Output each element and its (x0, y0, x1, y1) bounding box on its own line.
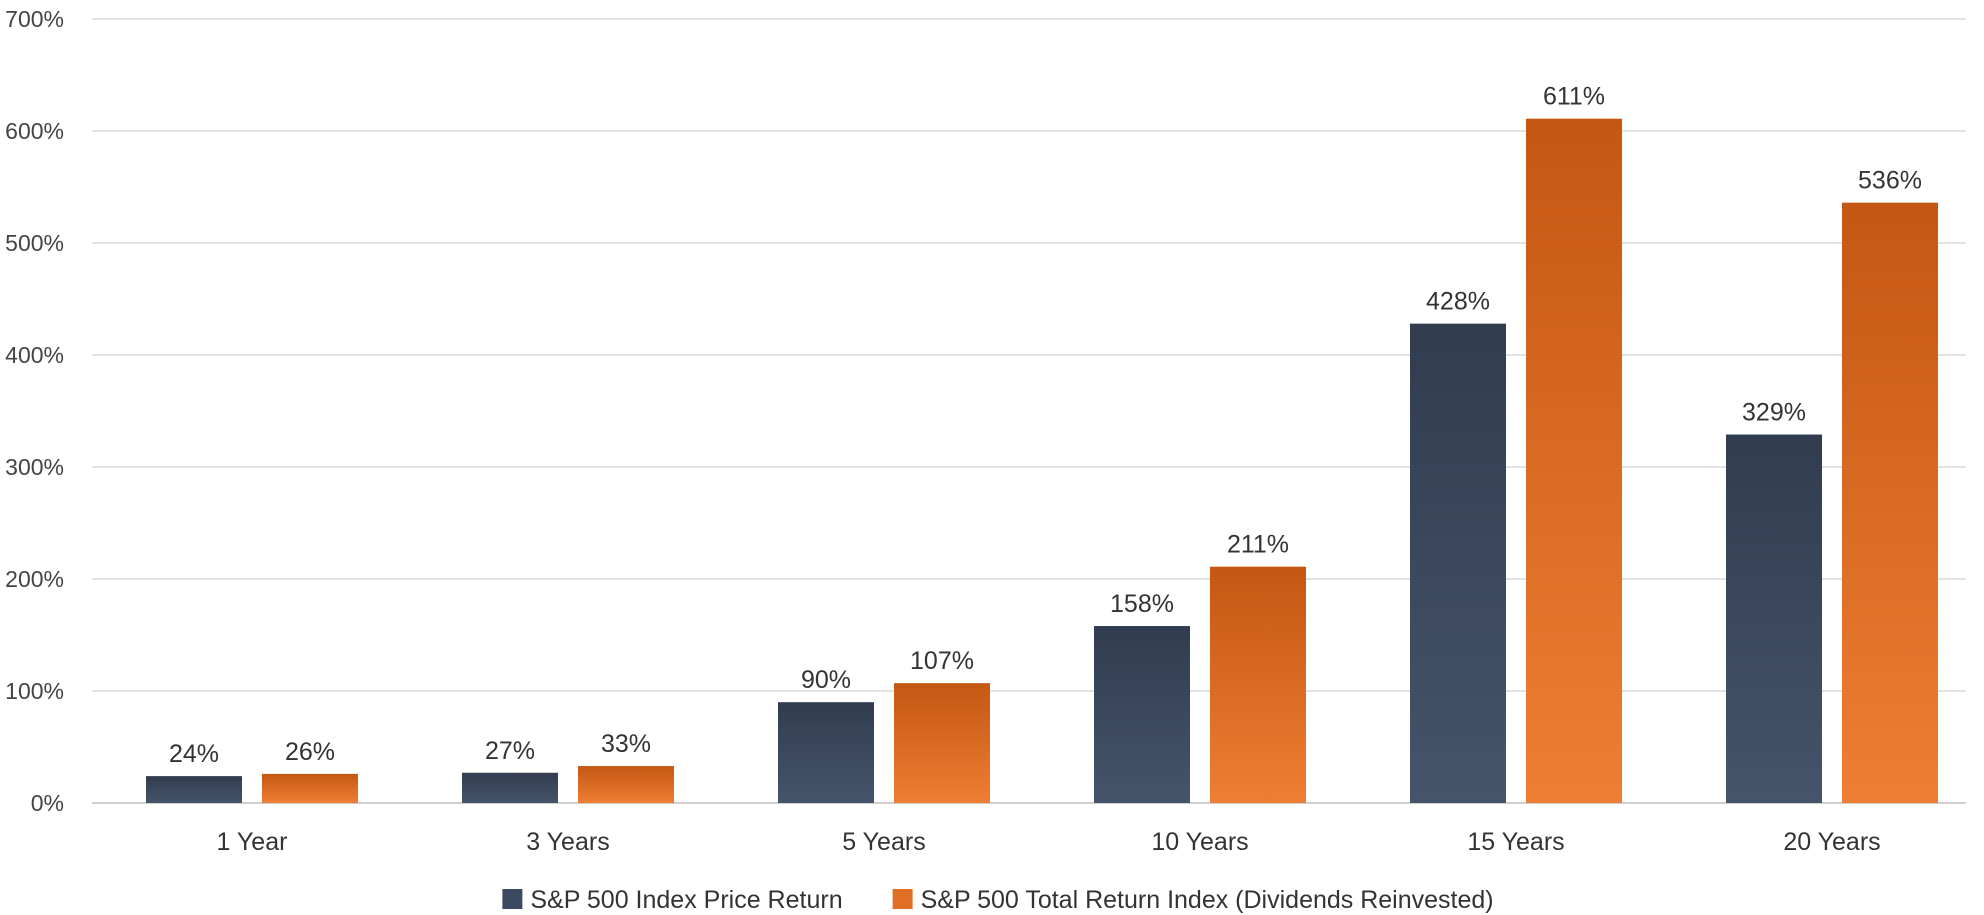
y-tick-label: 100% (5, 678, 64, 704)
bar (778, 702, 874, 803)
x-tick-label: 3 Years (526, 828, 609, 856)
gridlines (92, 18, 1966, 804)
bar (1410, 323, 1506, 803)
y-axis-ticks: 0% 100% 200% 300% 400% 500% 600% 700% (5, 6, 64, 816)
bar (578, 766, 674, 803)
y-tick-label: 600% (5, 118, 64, 144)
legend-label: S&P 500 Total Return Index (Dividends Re… (921, 886, 1494, 914)
legend-swatch (892, 889, 913, 909)
legend-item: S&P 500 Index Price Return (502, 886, 843, 914)
x-tick-label: 1 Year (217, 828, 288, 856)
data-label: 27% (485, 737, 535, 765)
y-tick-label: 300% (5, 454, 64, 480)
bar (1526, 118, 1622, 804)
bar (1210, 566, 1306, 803)
bar (1842, 202, 1938, 803)
y-tick-label: 0% (31, 790, 64, 816)
y-tick-label: 400% (5, 342, 64, 368)
x-tick-label: 10 Years (1151, 828, 1248, 856)
bar (146, 776, 242, 803)
x-axis-ticks: 1 Year 3 Years 5 Years 10 Years 15 Years 20 Y… (217, 828, 1881, 856)
bars (146, 118, 1938, 804)
x-tick-label: 15 Years (1467, 828, 1564, 856)
legend: S&P 500 Index Price Return S&P 500 Total … (502, 886, 1494, 914)
value-labels: 24% 26% 27% 33% 90% 107% 158% 211% 428% 611% 329% 5… (169, 83, 1922, 768)
data-label: 611% (1543, 83, 1605, 111)
data-label: 24% (169, 740, 219, 768)
bar (1094, 626, 1190, 803)
x-tick-label: 5 Years (842, 828, 925, 856)
legend-item: S&P 500 Total Return Index (Dividends Re… (892, 886, 1494, 914)
data-label: 158% (1110, 590, 1174, 618)
bar (1726, 434, 1822, 803)
data-label: 329% (1742, 399, 1806, 427)
y-tick-label: 500% (5, 230, 64, 256)
data-label: 428% (1426, 288, 1490, 316)
data-label: 107% (910, 647, 974, 675)
y-tick-label: 700% (5, 6, 64, 32)
bar (262, 773, 358, 803)
data-label: 33% (601, 730, 651, 758)
data-label: 536% (1858, 167, 1922, 195)
bar (462, 772, 558, 803)
data-label: 90% (801, 666, 851, 694)
bar (894, 683, 990, 803)
data-label: 211% (1227, 531, 1289, 559)
data-label: 26% (285, 738, 335, 766)
x-tick-label: 20 Years (1783, 828, 1880, 856)
y-tick-label: 200% (5, 566, 64, 592)
legend-swatch (502, 889, 523, 909)
legend-label: S&P 500 Index Price Return (530, 886, 842, 914)
